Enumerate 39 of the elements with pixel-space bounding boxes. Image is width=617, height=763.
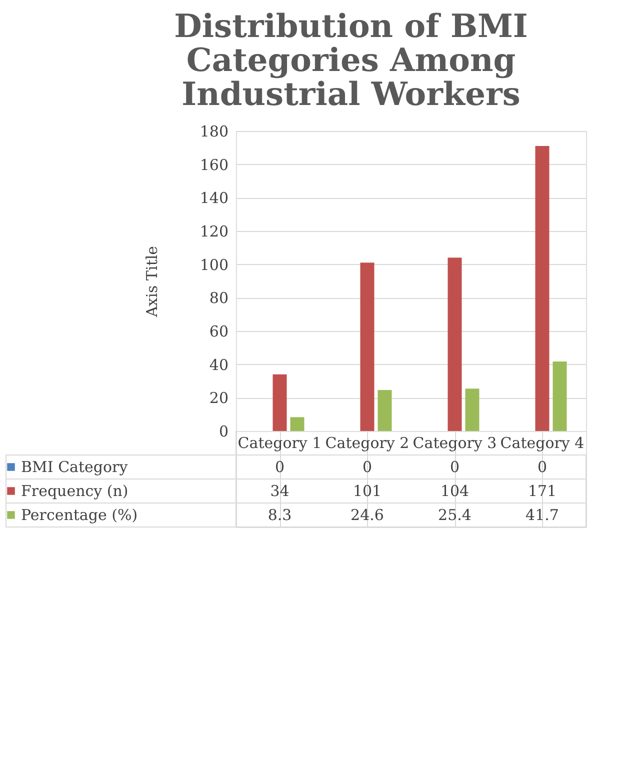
y-tick-label: 140 xyxy=(200,189,228,208)
bar xyxy=(378,390,392,431)
y-tick-label: 120 xyxy=(200,222,228,240)
bar xyxy=(290,417,304,431)
data-label: 171 xyxy=(528,482,557,500)
y-axis-title: Axis Title xyxy=(142,246,161,318)
data-label: 104 xyxy=(440,482,470,500)
y-tick-label: 40 xyxy=(209,356,228,374)
chart-title: Distribution of BMI Categories Among Industrial Workers xyxy=(174,7,528,113)
bar xyxy=(448,258,462,431)
y-tick-label: 100 xyxy=(200,256,228,274)
bar xyxy=(552,362,567,431)
data-label: 34 xyxy=(270,482,290,500)
x-tick-label: Category 4 xyxy=(500,434,584,452)
y-tick-label: 80 xyxy=(209,289,228,308)
bar xyxy=(360,262,374,431)
data-label: 0 xyxy=(450,458,460,476)
data-label: 25.4 xyxy=(438,506,472,524)
x-tick-label: Category 2 xyxy=(325,434,410,452)
y-tick-label: 180 xyxy=(200,122,228,140)
data-label: 24.6 xyxy=(350,506,384,524)
legend-label: BMI Category xyxy=(21,458,128,476)
data-label: 0 xyxy=(537,458,548,476)
y-tick-label: 160 xyxy=(200,156,228,174)
data-label: 41.7 xyxy=(526,506,559,524)
data-label: 8.3 xyxy=(268,506,292,524)
data-label: 0 xyxy=(362,458,372,476)
y-tick-label: 0 xyxy=(218,422,228,440)
y-tick-label: 60 xyxy=(209,322,228,340)
x-tick-label: Category 3 xyxy=(412,434,497,452)
data-label: 101 xyxy=(352,482,382,500)
bar xyxy=(272,374,287,431)
x-tick-label: Category 1 xyxy=(238,434,322,452)
bar xyxy=(535,146,550,431)
y-tick-label: 20 xyxy=(209,389,228,408)
bar xyxy=(465,388,480,431)
data-label: 0 xyxy=(274,458,285,476)
legend-label: Frequency (n) xyxy=(21,482,128,500)
legend-label: Percentage (%) xyxy=(21,506,138,524)
